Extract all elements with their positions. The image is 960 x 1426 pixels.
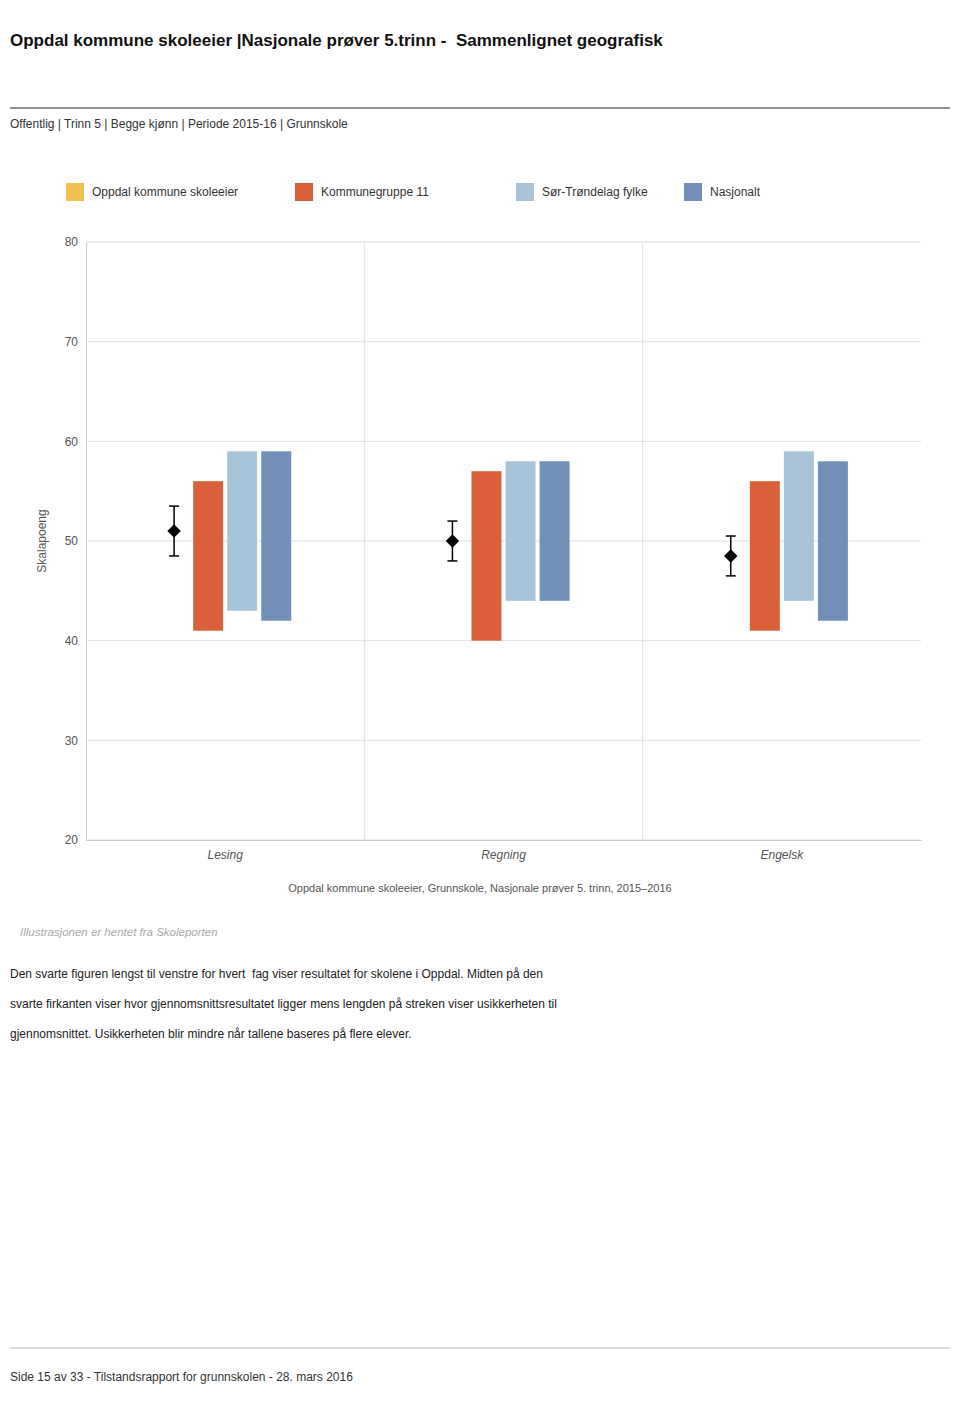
y-tick: 50 (65, 534, 86, 548)
y-tick-label: 60 (65, 435, 79, 449)
error-cap (726, 535, 736, 537)
x-axis: Lesing Regning Engelsk (87, 840, 922, 862)
grid-line (86, 441, 921, 442)
grid-line (86, 740, 921, 741)
grid (86, 242, 921, 840)
y-tick: 60 (65, 435, 86, 449)
range-bar (227, 451, 257, 610)
y-tick-label: 70 (65, 335, 79, 349)
group-divider (364, 242, 365, 840)
range-bar (261, 451, 291, 620)
title-rule (10, 107, 950, 108)
legend-item: Kommunegruppe 11 (295, 183, 429, 201)
x-tick: Engelsk (760, 840, 804, 862)
x-tick: Lesing (207, 840, 243, 862)
legend-swatch (295, 183, 313, 201)
footer: Side 15 av 33 - Tilstandsrapport for gru… (10, 1370, 353, 1384)
legend: Oppdal kommune skoleeier Kommunegruppe 11… (66, 183, 761, 201)
y-tick-label: 20 (65, 833, 79, 847)
page: Oppdal kommune skoleeier |Nasjonale prøv… (0, 0, 960, 1426)
range-bar (471, 471, 501, 640)
x-tick-label: Engelsk (760, 848, 804, 862)
description-line: svarte firkanten viser hvor gjennomsnitt… (10, 997, 557, 1011)
subtitle: Offentlig | Trinn 5 | Begge kjønn | Peri… (10, 117, 348, 131)
x-tick: Regning (481, 840, 526, 862)
x-tick-label: Lesing (207, 848, 243, 862)
y-tick-label: 40 (65, 634, 79, 648)
legend-label: Nasjonalt (710, 185, 761, 199)
legend-swatch (66, 183, 84, 201)
x-axis-line (87, 840, 922, 841)
error-cap (169, 505, 179, 507)
title: Oppdal kommune skoleeier |Nasjonale prøv… (10, 31, 663, 50)
plot-marks (167, 451, 848, 640)
legend-swatch (684, 183, 702, 201)
grid-line (86, 640, 921, 641)
series (261, 451, 848, 620)
legend-label: Oppdal kommune skoleeier (92, 185, 238, 199)
y-tick: 70 (65, 335, 86, 349)
y-tick: 80 (65, 235, 86, 249)
error-cap (169, 555, 179, 557)
y-tick-label: 30 (65, 734, 79, 748)
diamond-marker (167, 524, 180, 537)
grid-line (86, 341, 921, 342)
error-cap (726, 575, 736, 577)
footer-rule (10, 1348, 950, 1349)
diamond-marker (724, 549, 737, 562)
series (227, 451, 814, 610)
y-axis-title: Skalapoeng (35, 509, 49, 572)
legend-swatch (516, 183, 534, 201)
source-note: Illustrasjonen er hentet fra Skoleporten (20, 926, 218, 938)
y-tick: 40 (65, 634, 86, 648)
legend-item: Sør-Trøndelag fylke (516, 183, 648, 201)
y-axis: 20 30 40 50 60 70 80 (65, 235, 87, 847)
y-tick: 30 (65, 734, 86, 748)
range-bar (506, 461, 536, 601)
grid-line (86, 840, 921, 841)
legend-label: Sør-Trøndelag fylke (542, 185, 648, 199)
y-axis-line (86, 243, 87, 841)
error-cap (447, 520, 457, 522)
range-bar (540, 461, 570, 601)
legend-item: Nasjonalt (684, 183, 761, 201)
range-bar (750, 481, 780, 631)
legend-item: Oppdal kommune skoleeier (66, 183, 238, 201)
range-bar (784, 451, 814, 601)
grid-line (86, 242, 921, 243)
range-bar (193, 481, 223, 631)
description-line: Den svarte figuren lengst til venstre fo… (10, 967, 543, 981)
legend-label: Kommunegruppe 11 (321, 185, 429, 199)
y-tick: 20 (65, 833, 86, 847)
y-tick-label: 50 (65, 534, 79, 548)
range-bar (818, 461, 848, 620)
group-divider (642, 242, 643, 840)
x-tick-label: Regning (481, 848, 526, 862)
y-tick-label: 80 (65, 235, 79, 249)
caption: Oppdal kommune skoleeier, Grunnskole, Na… (288, 882, 671, 894)
error-cap (447, 560, 457, 562)
diamond-marker (446, 534, 459, 547)
description-line: gjennomsnittet. Usikkerheten blir mindre… (10, 1027, 412, 1041)
